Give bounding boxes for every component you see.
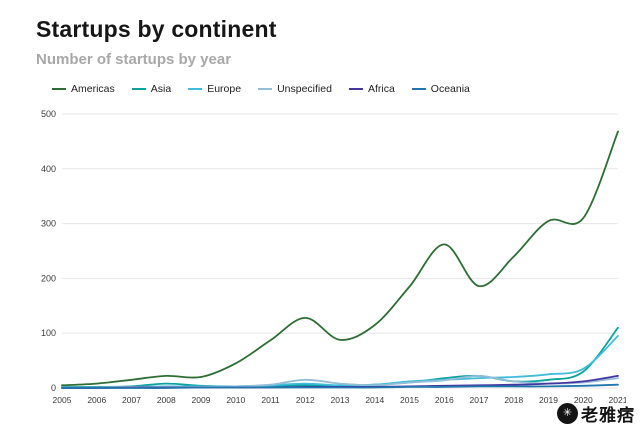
- legend-swatch-icon: [348, 88, 363, 90]
- y-tick-label: 400: [41, 164, 56, 174]
- x-tick-label: 2015: [400, 395, 419, 405]
- y-tick-label: 100: [41, 328, 56, 338]
- x-tick-label: 2012: [296, 395, 315, 405]
- legend-swatch-icon: [131, 88, 146, 90]
- watermark-logo-icon: ✳: [557, 403, 578, 424]
- x-tick-label: 2008: [157, 395, 176, 405]
- x-tick-label: 2014: [365, 395, 384, 405]
- series-line-americas: [61, 130, 619, 387]
- legend-item-asia: Asia: [131, 83, 172, 95]
- chart-legend: Americas Asia Europe Unspecified Africa Ocean…: [26, 82, 640, 96]
- legend-label: Americas: [71, 83, 115, 95]
- page-subtitle: Number of startups by year: [36, 51, 232, 68]
- legend-swatch-icon: [258, 88, 273, 90]
- x-tick-label: 2019: [539, 395, 558, 405]
- y-tick-label: 500: [41, 109, 56, 119]
- x-tick-label: 2021: [609, 395, 626, 405]
- x-tick-label: 2018: [504, 395, 523, 405]
- watermark-text: 老雅痞: [581, 406, 635, 425]
- legend-label: Asia: [150, 83, 172, 95]
- line-chart: 0 100 200 300 400 500 2005 2006 2007 2008 2009 2010…: [41, 109, 626, 405]
- legend-label: Europe: [207, 83, 242, 95]
- legend-swatch-icon: [188, 88, 203, 90]
- x-tick-label: 2020: [574, 395, 593, 405]
- y-tick-label: 300: [41, 219, 56, 229]
- legend-label: Oceania: [430, 83, 470, 95]
- legend-item-americas: Americas: [52, 83, 115, 95]
- legend-item-europe: Europe: [188, 83, 241, 95]
- x-tick-label: 2017: [470, 395, 489, 405]
- y-tick-label: 0: [51, 383, 56, 393]
- series-line-oceania: [61, 383, 619, 389]
- legend-swatch-icon: [411, 88, 426, 90]
- page-title: Startups by continent: [36, 16, 277, 42]
- x-tick-label: 2007: [122, 395, 141, 405]
- x-tick-label: 2005: [53, 395, 72, 405]
- watermark: ✳ 老雅痞: [557, 401, 635, 426]
- x-tick-label: 2013: [331, 395, 350, 405]
- chart-container: Americas Asia Europe Unspecified Africa Ocean…: [26, 82, 640, 414]
- x-tick-label: 2016: [435, 395, 454, 405]
- series-line-europe: [61, 335, 619, 389]
- chart-header: Startups by continent Number of startups…: [0, 0, 640, 68]
- legend-item-unspecified: Unspecified: [258, 83, 332, 95]
- legend-item-oceania: Oceania: [411, 83, 470, 95]
- y-tick-label: 200: [41, 273, 56, 283]
- legend-item-africa: Africa: [348, 83, 395, 95]
- legend-swatch-icon: [52, 88, 66, 90]
- legend-label: Unspecified: [277, 83, 332, 95]
- x-tick-label: 2011: [261, 395, 280, 405]
- x-tick-label: 2010: [226, 395, 245, 405]
- x-tick-label: 2006: [87, 395, 106, 405]
- legend-label: Africa: [367, 83, 395, 95]
- x-tick-label: 2009: [192, 395, 211, 405]
